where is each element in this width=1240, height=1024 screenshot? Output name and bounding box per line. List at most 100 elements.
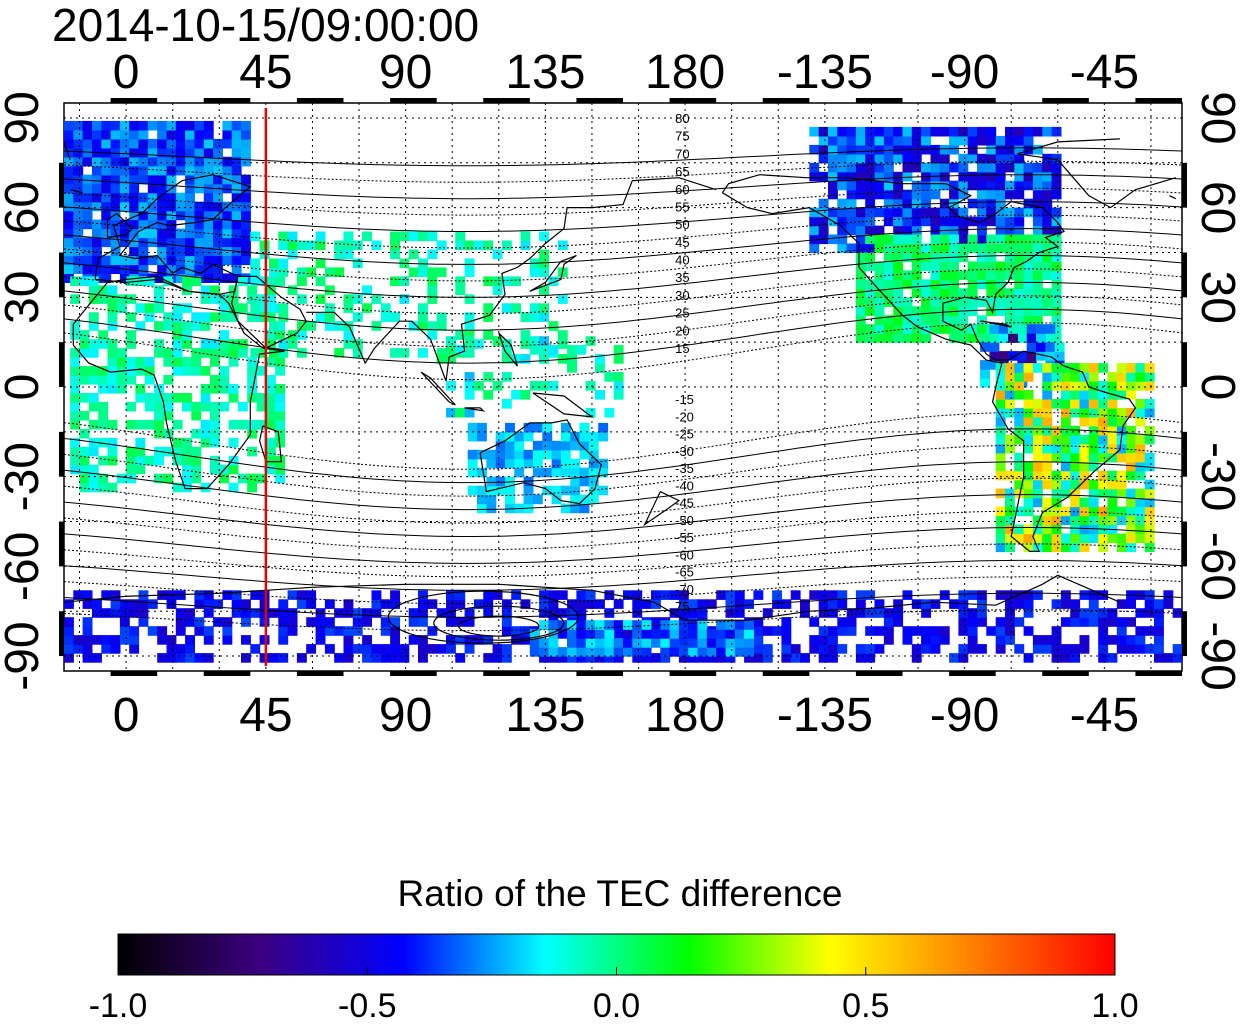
data-cell: [241, 255, 251, 266]
data-cell: [753, 644, 764, 654]
frame-bar-bottom: [1042, 671, 1089, 676]
data-cell: [110, 147, 121, 158]
data-cell: [958, 180, 969, 191]
data-cell: [995, 180, 1006, 191]
bottom-longitude-label: -45: [1070, 689, 1139, 742]
data-cell: [427, 626, 438, 636]
data-cell: [921, 297, 931, 307]
data-cell: [380, 644, 391, 654]
data-cell: [688, 638, 699, 648]
data-cell: [595, 653, 605, 663]
data-cell: [883, 234, 894, 245]
data-cell: [725, 638, 736, 648]
data-cell: [902, 126, 913, 137]
data-cell: [1126, 452, 1136, 463]
data-cell: [1045, 342, 1056, 352]
data-cell: [865, 333, 876, 343]
data-cell: [1116, 635, 1127, 645]
data-cell: [1042, 399, 1053, 409]
frame-bar-left: [59, 431, 64, 477]
data-cell: [73, 264, 84, 274]
data-cell: [427, 644, 438, 654]
data-cell: [101, 264, 112, 274]
data-cell: [256, 348, 267, 358]
data-cell: [119, 237, 130, 248]
data-cell: [73, 183, 84, 194]
data-cell: [172, 446, 183, 457]
data-cell: [464, 336, 475, 346]
data-cell: [855, 153, 866, 164]
data-cell: [352, 644, 363, 654]
contour-line: [64, 461, 1182, 511]
data-cell: [939, 207, 950, 218]
data-cell: [1014, 252, 1025, 263]
data-cell: [446, 644, 456, 654]
data-cell: [278, 348, 289, 358]
data-cell: [371, 590, 382, 600]
data-cell: [107, 321, 118, 331]
data-cell: [781, 635, 792, 645]
data-cell: [194, 255, 205, 266]
data-cell: [641, 638, 652, 648]
data-cell: [275, 276, 286, 286]
data-cell: [1023, 497, 1034, 508]
data-cell: [1116, 479, 1127, 490]
data-cell: [585, 653, 596, 663]
data-cell: [144, 276, 155, 286]
data-cell: [1026, 342, 1037, 352]
data-cell: [399, 231, 410, 242]
data-cell: [641, 629, 652, 639]
data-cell: [818, 153, 829, 164]
data-cell: [324, 312, 335, 322]
data-cell: [1023, 363, 1034, 373]
data-cell: [486, 494, 497, 505]
data-cell: [1032, 270, 1043, 280]
data-cell: [641, 653, 652, 663]
data-cell: [98, 375, 109, 385]
data-cell: [1032, 198, 1043, 209]
data-cell: [455, 590, 466, 600]
data-cell: [734, 629, 745, 639]
data-cell: [855, 288, 866, 298]
data-cell: [501, 339, 512, 349]
frame-bar-top: [296, 98, 344, 103]
data-cell: [855, 171, 866, 182]
data-cell: [1023, 306, 1034, 316]
data-cell: [92, 219, 102, 230]
data-cell: [995, 635, 1006, 645]
data-cell: [185, 129, 195, 140]
data-cell: [1154, 617, 1164, 627]
data-cell: [1023, 372, 1034, 382]
data-cell: [343, 608, 354, 618]
data-cell: [129, 635, 140, 645]
data-cell: [632, 599, 643, 609]
data-cell: [576, 638, 587, 648]
contour-line: [64, 322, 1182, 380]
data-cell: [315, 231, 326, 242]
data-cell: [1051, 635, 1062, 645]
data-cell: [893, 279, 904, 289]
data-cell: [492, 653, 503, 663]
data-cell: [1126, 488, 1136, 499]
data-cell: [1014, 180, 1025, 191]
data-cell: [194, 129, 205, 140]
data-cell: [1135, 524, 1146, 535]
data-cell: [520, 312, 531, 322]
data-cell: [1079, 479, 1090, 490]
data-cell: [175, 129, 186, 140]
data-cell: [893, 135, 904, 146]
data-cell: [1060, 443, 1071, 454]
data-cell: [753, 590, 764, 600]
data-cell: [1116, 381, 1127, 391]
data-cell: [958, 216, 969, 227]
data-cell: [1042, 390, 1053, 400]
data-cell: [296, 240, 307, 251]
data-cell: [529, 345, 540, 355]
data-cell: [231, 201, 242, 212]
data-cell: [228, 294, 239, 304]
data-cell: [1144, 506, 1155, 517]
data-cell: [92, 120, 102, 131]
data-cell: [231, 273, 242, 283]
data-cell: [1144, 524, 1155, 535]
data-cell: [1070, 515, 1081, 526]
